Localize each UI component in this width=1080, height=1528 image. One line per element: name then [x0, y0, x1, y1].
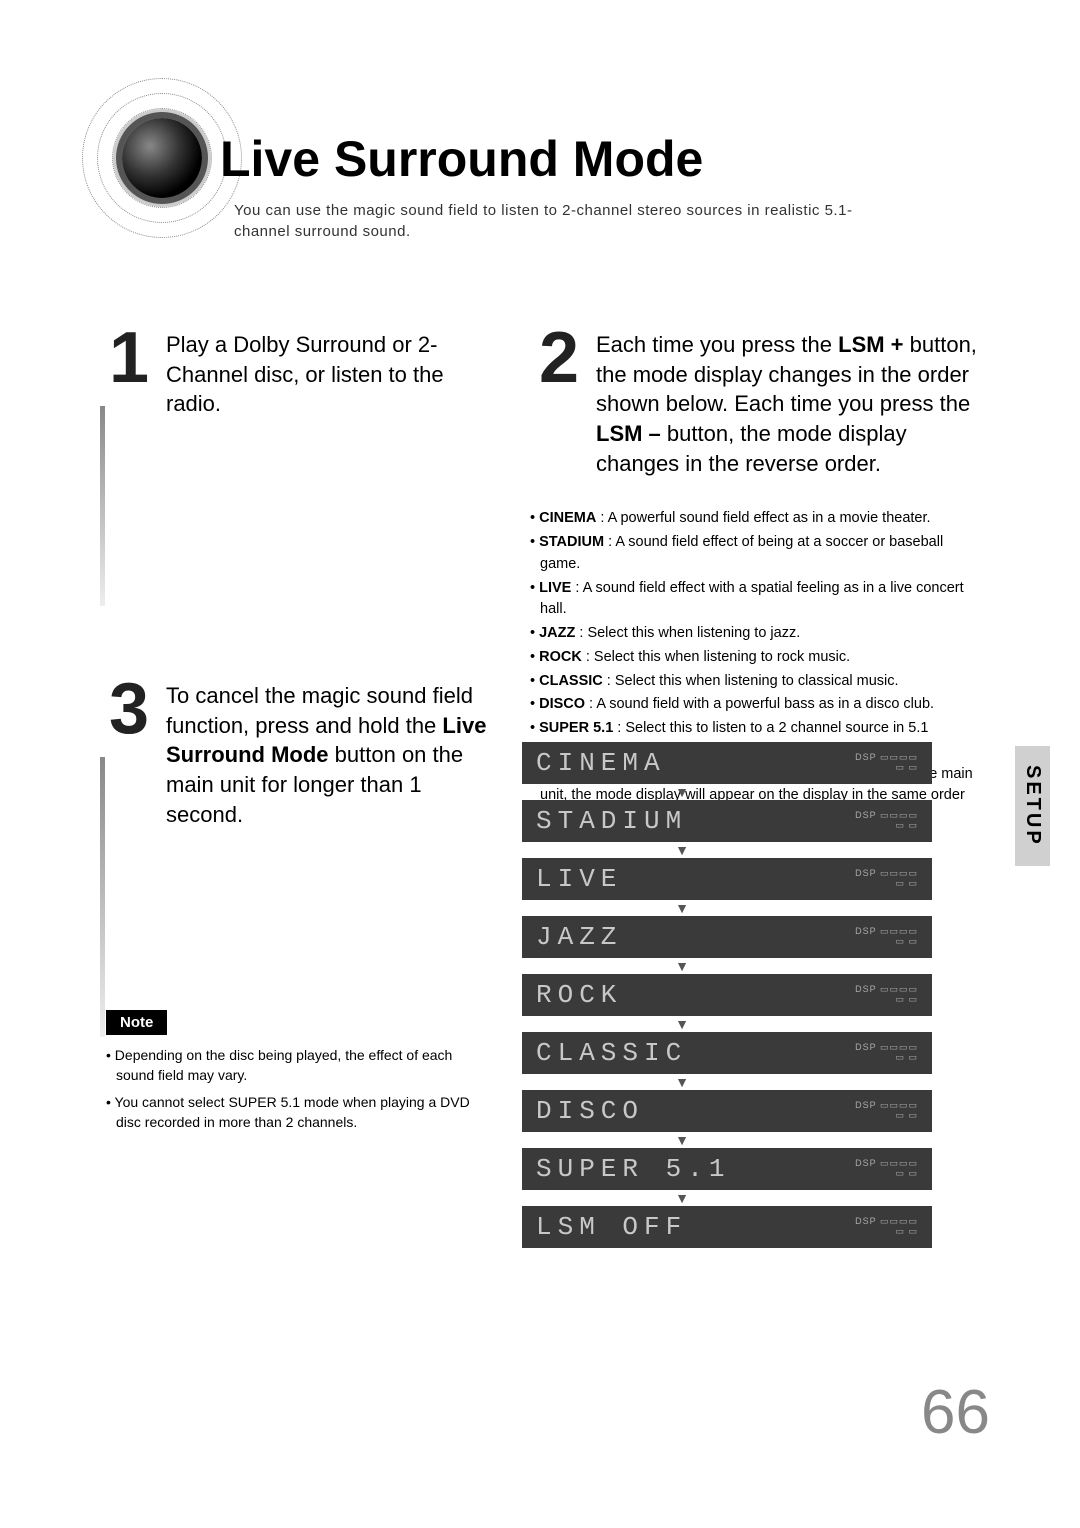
note-item: You cannot select SUPER 5.1 mode when pl… — [106, 1092, 486, 1133]
step-2: 2 Each time you press the LSM + button, … — [530, 328, 980, 478]
mode-item: STADIUM : A sound field effect of being … — [530, 532, 980, 576]
step-2-b1: LSM + — [838, 332, 903, 357]
mode-item: JAZZ : Select this when listening to jaz… — [530, 623, 980, 645]
step-1-number: 1 — [100, 328, 158, 389]
display-box: CINEMA DSP ▭▭▭▭▭ ▭ — [522, 742, 932, 784]
arrow-down-icon: ▼ — [432, 843, 932, 857]
display-label: CLASSIC — [536, 1038, 687, 1068]
display-label: ROCK — [536, 980, 622, 1010]
note-item: Depending on the disc being played, the … — [106, 1045, 486, 1086]
step-1-bar — [100, 406, 105, 606]
display-label: DISCO — [536, 1096, 644, 1126]
step-3-bar — [100, 757, 105, 1037]
arrow-down-icon: ▼ — [432, 1133, 932, 1147]
step-3-pre: To cancel the magic sound field function… — [166, 683, 473, 738]
arrow-down-icon: ▼ — [432, 1191, 932, 1205]
display-status-icons: DSP ▭▭▭▭▭ ▭ — [855, 985, 918, 1005]
step-3-text: To cancel the magic sound field function… — [158, 679, 490, 829]
display-box: LSM OFF DSP ▭▭▭▭▭ ▭ — [522, 1206, 932, 1248]
display-status-icons: DSP ▭▭▭▭▭ ▭ — [855, 753, 918, 773]
section-tab-label: SETUP — [1021, 765, 1044, 847]
step-2-text: Each time you press the LSM + button, th… — [588, 328, 980, 478]
mode-item: LIVE : A sound field effect with a spati… — [530, 578, 980, 622]
mode-item: DISCO : A sound field with a powerful ba… — [530, 694, 980, 716]
display-box: JAZZ DSP ▭▭▭▭▭ ▭ — [522, 916, 932, 958]
note-section: Note Depending on the disc being played,… — [106, 1010, 486, 1138]
step-2-number: 2 — [530, 328, 588, 389]
display-box: STADIUM DSP ▭▭▭▭▭ ▭ — [522, 800, 932, 842]
step-2-b2: LSM – — [596, 421, 661, 446]
page-subtitle: You can use the magic sound field to lis… — [234, 200, 874, 242]
note-header: Note — [106, 1010, 167, 1035]
display-mode-stack: CINEMADSP ▭▭▭▭▭ ▭▼STADIUMDSP ▭▭▭▭▭ ▭▼LIV… — [522, 742, 932, 1250]
arrow-down-icon: ▼ — [432, 785, 932, 799]
arrow-down-icon: ▼ — [432, 901, 932, 915]
section-tab-setup: SETUP — [1015, 746, 1050, 866]
display-box: LIVE DSP ▭▭▭▭▭ ▭ — [522, 858, 932, 900]
step-1-text: Play a Dolby Surround or 2-Channel disc,… — [158, 328, 490, 419]
display-box: CLASSIC DSP ▭▭▭▭▭ ▭ — [522, 1032, 932, 1074]
display-box: ROCK DSP ▭▭▭▭▭ ▭ — [522, 974, 932, 1016]
mode-item: CINEMA : A powerful sound field effect a… — [530, 508, 980, 530]
display-status-icons: DSP ▭▭▭▭▭ ▭ — [855, 1043, 918, 1063]
arrow-down-icon: ▼ — [432, 1017, 932, 1031]
arrow-down-icon: ▼ — [432, 959, 932, 973]
step-3: 3 To cancel the magic sound field functi… — [100, 679, 490, 829]
speaker-graphic — [82, 78, 242, 238]
display-label: STADIUM — [536, 806, 687, 836]
arrow-down-icon: ▼ — [432, 1075, 932, 1089]
step-1: 1 Play a Dolby Surround or 2-Channel dis… — [100, 328, 490, 419]
display-status-icons: DSP ▭▭▭▭▭ ▭ — [855, 1217, 918, 1237]
mode-item: CLASSIC : Select this when listening to … — [530, 671, 980, 693]
display-box: DISCO DSP ▭▭▭▭▭ ▭ — [522, 1090, 932, 1132]
step-3-number: 3 — [100, 679, 158, 740]
display-label: LIVE — [536, 864, 622, 894]
display-label: CINEMA — [536, 748, 666, 778]
display-label: LSM OFF — [536, 1212, 687, 1242]
page-number: 66 — [921, 1377, 990, 1448]
display-box: SUPER 5.1 DSP ▭▭▭▭▭ ▭ — [522, 1148, 932, 1190]
display-status-icons: DSP ▭▭▭▭▭ ▭ — [855, 927, 918, 947]
step-2-pre: Each time you press the — [596, 332, 838, 357]
display-label: SUPER 5.1 — [536, 1154, 730, 1184]
display-label: JAZZ — [536, 922, 622, 952]
display-status-icons: DSP ▭▭▭▭▭ ▭ — [855, 811, 918, 831]
mode-item: ROCK : Select this when listening to roc… — [530, 647, 980, 669]
note-list: Depending on the disc being played, the … — [106, 1045, 486, 1132]
display-status-icons: DSP ▭▭▭▭▭ ▭ — [855, 869, 918, 889]
display-status-icons: DSP ▭▭▭▭▭ ▭ — [855, 1159, 918, 1179]
display-status-icons: DSP ▭▭▭▭▭ ▭ — [855, 1101, 918, 1121]
page-title: Live Surround Mode — [220, 130, 703, 188]
